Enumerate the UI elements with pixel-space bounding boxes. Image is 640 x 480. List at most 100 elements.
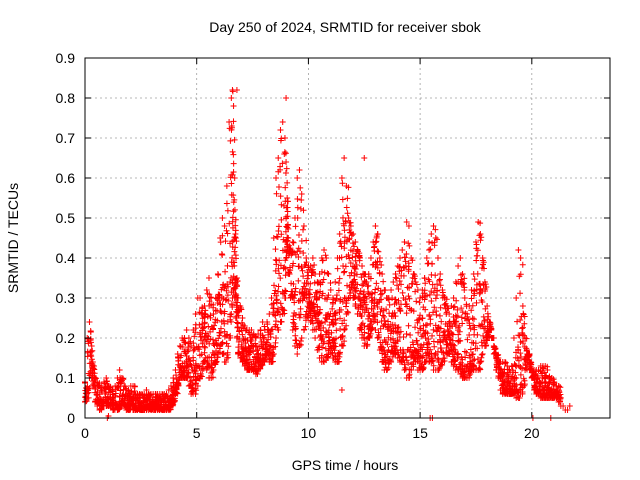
data-point (471, 324, 478, 331)
data-point (426, 311, 433, 318)
data-point (346, 255, 353, 262)
data-point (415, 329, 422, 336)
data-point (322, 314, 329, 321)
data-point (349, 254, 356, 261)
data-point (341, 240, 348, 247)
data-point (406, 242, 413, 249)
data-point (212, 295, 219, 301)
data-point (292, 285, 299, 292)
data-point (359, 263, 366, 269)
data-point (233, 87, 240, 93)
data-point (346, 290, 353, 297)
data-point (424, 330, 431, 337)
data-point (224, 292, 231, 299)
data-point (479, 255, 486, 261)
data-point (484, 310, 491, 317)
data-point (469, 302, 476, 309)
data-point (204, 313, 211, 320)
data-point (230, 169, 237, 176)
data-point (457, 255, 464, 261)
data-point (478, 297, 485, 304)
data-point (441, 295, 448, 301)
data-point (454, 306, 461, 313)
data-point (373, 238, 380, 245)
data-point (365, 335, 372, 341)
y-tick-label: 0.9 (56, 50, 76, 66)
data-point (318, 268, 325, 275)
data-point (459, 309, 466, 316)
data-point (228, 95, 235, 101)
data-points (82, 87, 573, 421)
data-point (290, 319, 297, 326)
data-point (361, 329, 368, 336)
data-point (390, 312, 397, 319)
data-point (221, 328, 228, 335)
data-point (219, 232, 226, 239)
data-point (352, 280, 359, 286)
data-point (279, 119, 286, 125)
data-point (464, 311, 471, 317)
data-point (347, 287, 354, 293)
data-point (388, 359, 395, 365)
data-point (389, 295, 396, 302)
data-point (319, 344, 326, 351)
data-point (269, 358, 276, 365)
data-point (294, 351, 301, 357)
data-point (395, 285, 402, 292)
data-point (503, 379, 510, 386)
data-point (377, 291, 384, 298)
data-point (318, 319, 325, 326)
data-point (392, 271, 399, 277)
data-point (301, 262, 308, 269)
data-point (219, 301, 226, 308)
data-point (352, 266, 359, 273)
data-point (337, 315, 344, 322)
data-point (412, 279, 419, 285)
data-point (219, 215, 226, 221)
data-point (428, 359, 435, 365)
data-point (374, 335, 381, 341)
data-point (381, 287, 388, 293)
data-point (223, 183, 230, 189)
data-point (434, 288, 441, 295)
data-point (406, 284, 413, 291)
data-point (324, 270, 331, 277)
data-point (190, 347, 197, 354)
data-point (319, 279, 326, 286)
data-point (385, 318, 392, 325)
data-point (322, 252, 329, 259)
data-point (406, 295, 413, 302)
data-point (184, 346, 191, 353)
data-point (425, 351, 432, 358)
data-point (104, 378, 111, 385)
data-point (305, 290, 312, 297)
data-point (379, 344, 386, 351)
data-point (345, 215, 352, 221)
data-point (282, 184, 289, 191)
data-point (228, 126, 235, 133)
data-point (302, 323, 309, 330)
data-point (201, 319, 208, 326)
data-point (351, 272, 358, 279)
data-point (421, 287, 428, 294)
data-point (448, 303, 455, 309)
data-point (454, 313, 461, 320)
data-point (381, 336, 388, 343)
data-point (343, 322, 350, 329)
data-point (491, 343, 498, 350)
data-point (261, 334, 268, 341)
data-point (239, 315, 246, 321)
data-point (226, 220, 233, 227)
data-point (212, 307, 219, 314)
data-point (475, 219, 482, 225)
data-point (367, 275, 374, 282)
data-point (274, 234, 281, 241)
data-point (255, 367, 262, 373)
data-point (282, 170, 289, 177)
data-point (430, 309, 437, 316)
data-point (212, 359, 219, 365)
data-point (248, 327, 255, 333)
data-point (267, 327, 274, 334)
data-point (399, 247, 406, 253)
data-point (176, 343, 183, 349)
